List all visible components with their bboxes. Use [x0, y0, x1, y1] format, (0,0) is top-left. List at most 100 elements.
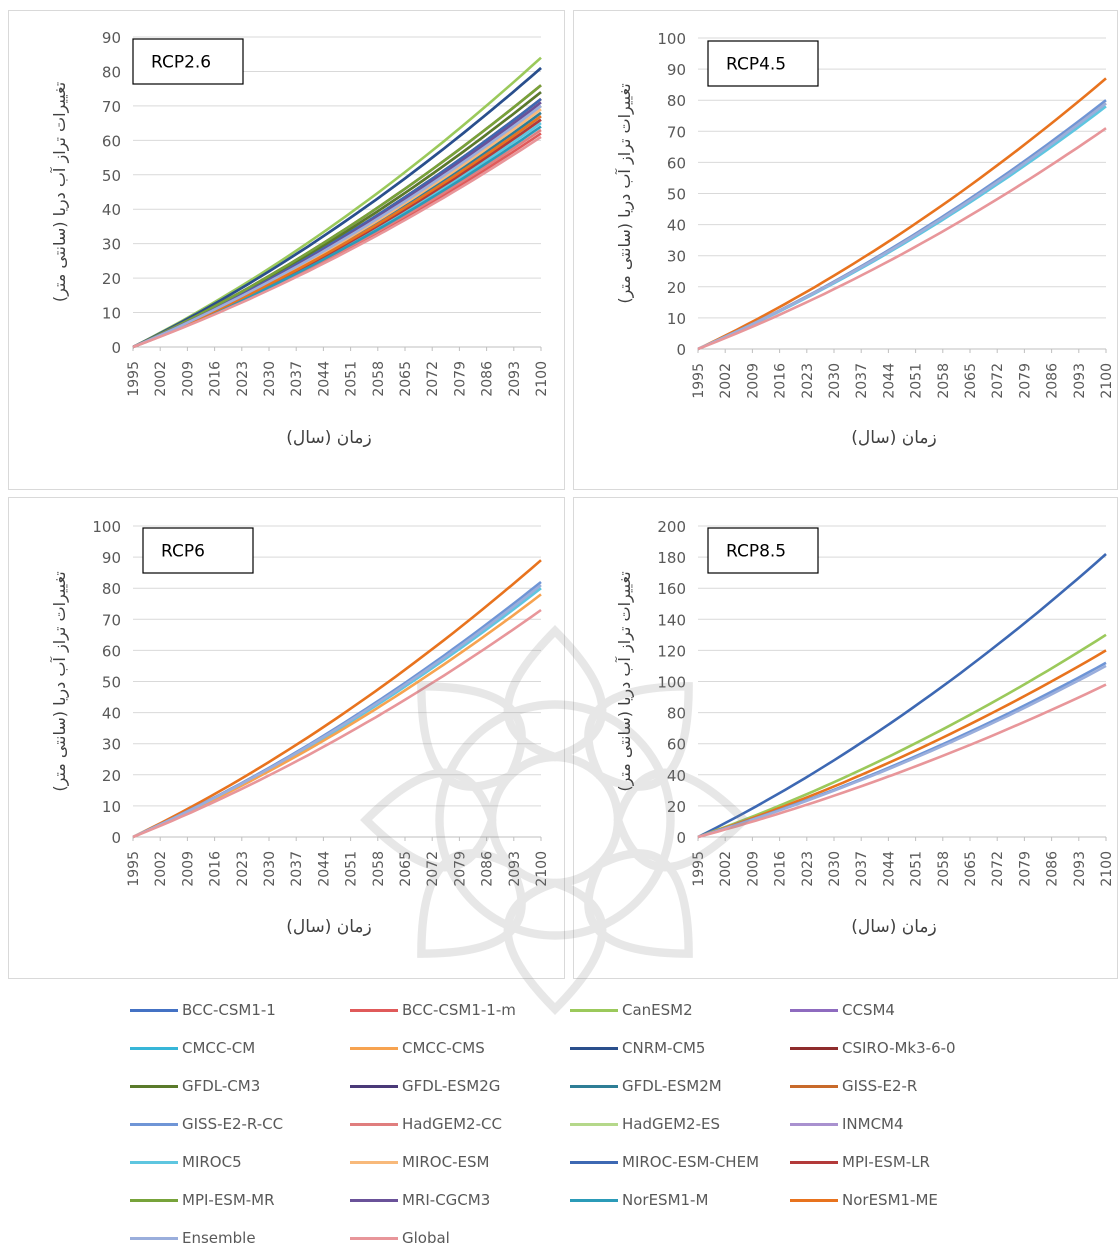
x-axis-title: زمان (سال) — [286, 917, 371, 937]
y-tick-label: 20 — [102, 767, 121, 785]
x-tick-label: 2002 — [718, 363, 734, 399]
chart-panel-rcp45: 0 10 20 30 40 50 60 70 80 90 100 1995 2002 2009 2016 20… — [573, 10, 1118, 490]
series-line-ccsm4 — [132, 91, 542, 349]
x-tick-label: 2072 — [990, 363, 1006, 399]
legend-item-mpi-esm-lr: MPI-ESM-LR — [790, 1150, 930, 1174]
y-tick-label: 60 — [102, 642, 121, 660]
legend-swatch — [350, 1236, 398, 1240]
y-tick-label: 80 — [667, 92, 686, 110]
y-tick-label: 50 — [667, 186, 686, 204]
x-tick-label: 2002 — [153, 361, 169, 397]
y-tick-label: 40 — [102, 705, 121, 723]
x-tick-label: 1995 — [126, 851, 142, 887]
legend-swatch — [790, 1084, 838, 1088]
legend-item-cnrm-cm5: CNRM-CM5 — [570, 1036, 705, 1060]
y-tick-label: 70 — [102, 98, 121, 116]
y-tick-label: 70 — [102, 611, 121, 629]
series-line-global — [697, 683, 1107, 839]
legend-label: Global — [402, 1229, 450, 1247]
x-tick-label: 2009 — [745, 851, 761, 887]
legend-item-ensemble: Ensemble — [130, 1226, 256, 1250]
legend-swatch — [570, 1084, 618, 1088]
x-tick-label: 2065 — [963, 851, 979, 887]
legend-swatch — [570, 1122, 618, 1126]
x-tick-label: 2009 — [180, 361, 196, 397]
x-tick-label: 2044 — [881, 851, 897, 887]
series-line-ensemble — [697, 102, 1107, 351]
legend-label: HadGEM2-CC — [402, 1115, 502, 1133]
x-tick-label: 2072 — [425, 851, 441, 887]
legend-item-noresm1-me: NorESM1-ME — [790, 1188, 938, 1212]
legend-label: MRI-CGCM3 — [402, 1191, 491, 1209]
legend-swatch — [570, 1008, 618, 1012]
series-line-ensemble — [132, 584, 542, 839]
legend-item-noresm1-m: NorESM1-M — [570, 1188, 708, 1212]
x-tick-label: 2058 — [371, 851, 387, 887]
x-tick-label: 2086 — [480, 851, 496, 887]
legend-swatch — [350, 1198, 398, 1202]
y-tick-label: 60 — [102, 132, 121, 150]
x-tick-label: 2079 — [452, 361, 468, 397]
x-axis-title: زمان (سال) — [851, 428, 936, 448]
chart-panel-rcp85: 0 20 40 60 80 100 120 140 160 180 200 1995 2002 2009 2… — [573, 497, 1118, 979]
x-tick-label: 2079 — [1017, 851, 1033, 887]
chart-title-box — [132, 38, 244, 85]
x-axis-title: زمان (سال) — [851, 917, 936, 937]
y-tick-label: 10 — [102, 305, 121, 323]
y-tick-label: 100 — [92, 518, 121, 536]
x-tick-label: 2086 — [480, 361, 496, 397]
legend-item-hadgem2-es: HadGEM2-ES — [570, 1112, 720, 1136]
y-tick-label: 90 — [102, 29, 121, 47]
x-tick-label: 2030 — [827, 851, 843, 887]
y-tick-label: 40 — [667, 767, 686, 785]
x-tick-label: 2093 — [507, 361, 523, 397]
y-tick-label: 100 — [657, 674, 686, 692]
x-tick-label: 2023 — [800, 851, 816, 887]
x-tick-label: 2030 — [262, 361, 278, 397]
x-tick-label: 1995 — [126, 361, 142, 397]
legend-swatch — [130, 1160, 178, 1164]
legend-item-mpi-esm-mr: MPI-ESM-MR — [130, 1188, 275, 1212]
legend-swatch — [790, 1008, 838, 1012]
x-tick-label: 2065 — [398, 851, 414, 887]
x-tick-label: 2044 — [316, 361, 332, 397]
legend-label: Ensemble — [182, 1229, 256, 1247]
legend-label: CCSM4 — [842, 1001, 895, 1019]
legend-label: MPI-ESM-LR — [842, 1153, 930, 1171]
legend-item-ccsm4: CCSM4 — [790, 998, 895, 1022]
y-tick-label: 40 — [667, 217, 686, 235]
x-tick-label: 2072 — [425, 361, 441, 397]
legend-item-gfdl-esm2g: GFDL-ESM2G — [350, 1074, 500, 1098]
legend-label: CNRM-CM5 — [622, 1039, 706, 1057]
legend-item-cmcc-cm: CMCC-CM — [130, 1036, 255, 1060]
series-line-canesm2 — [132, 56, 542, 349]
y-axis-title: تغییرات تراز آب دریا (سانتی متر) — [50, 571, 70, 791]
x-tick-label: 2079 — [452, 851, 468, 887]
legend-label: BCC-CSM1-1 — [182, 1001, 276, 1019]
legend-label: GISS-E2-R — [842, 1077, 918, 1095]
x-tick-label: 2065 — [398, 361, 414, 397]
x-tick-label: 2023 — [235, 361, 251, 397]
series-line-ensemble — [132, 104, 542, 349]
legend-item-gfdl-esm2m: GFDL-ESM2M — [570, 1074, 722, 1098]
y-tick-label: 50 — [102, 674, 121, 692]
x-tick-label: 2058 — [936, 363, 952, 399]
y-tick-label: 30 — [102, 736, 121, 754]
x-tick-label: 2051 — [909, 851, 925, 887]
x-tick-label: 1995 — [691, 851, 707, 887]
series-line-giss-e2-r-cc — [132, 580, 542, 839]
y-tick-label: 160 — [657, 580, 686, 598]
legend-item-canesm2: CanESM2 — [570, 998, 693, 1022]
y-tick-label: 50 — [102, 167, 121, 185]
x-tick-label: 2037 — [289, 361, 305, 397]
series-line-ensemble — [697, 664, 1107, 839]
legend-swatch — [790, 1160, 838, 1164]
legend-swatch — [570, 1198, 618, 1202]
x-tick-label: 2044 — [316, 851, 332, 887]
legend-swatch — [350, 1084, 398, 1088]
legend-label: HadGEM2-ES — [622, 1115, 720, 1133]
legend-item-global: Global — [350, 1226, 450, 1250]
legend-swatch — [130, 1046, 178, 1050]
legend-label: MIROC-ESM — [402, 1153, 490, 1171]
chart-legend: BCC-CSM1-1 BCC-CSM1-1-m CanESM2 CCSM4 CMCC-C… — [130, 998, 1110, 1248]
